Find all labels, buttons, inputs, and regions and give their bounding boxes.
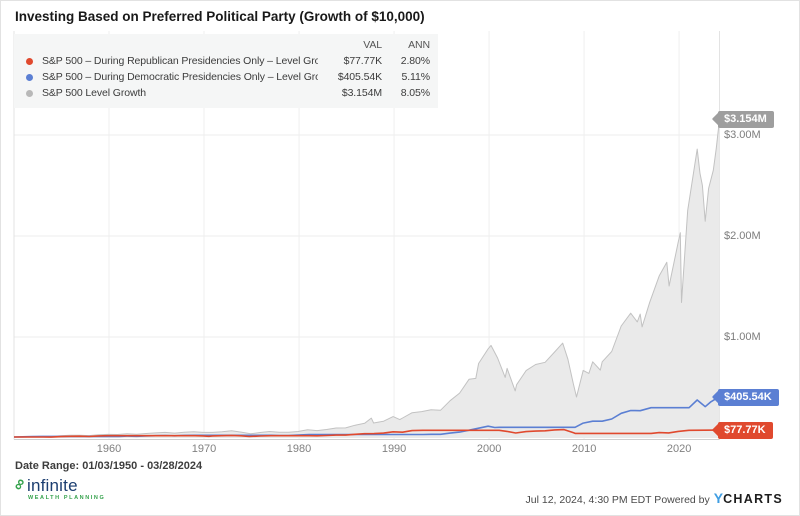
chart-title: Investing Based on Preferred Political P…	[15, 9, 425, 24]
value-tag-republican: $77.77K	[711, 421, 773, 439]
legend-ann: 8.05%	[400, 87, 430, 99]
series-line-s-p-500-level-growth	[13, 119, 720, 438]
series-dot-republican-icon	[26, 57, 33, 65]
series-dot-sp500-icon	[26, 89, 33, 97]
value-tag-sp500-level-growth: $3.154M	[711, 110, 774, 128]
x-axis-tick-label: 2020	[666, 443, 692, 455]
tag-value: $77.77K	[724, 423, 766, 436]
x-axis-tick-label: 1990	[381, 443, 407, 455]
x-axis-tick-label: 1970	[191, 443, 217, 455]
ycharts-logo-y: Y	[713, 490, 724, 506]
series-line-s-p-500-during-republican-presidencies-only-level-growth	[14, 428, 720, 438]
legend-row-democratic: S&P 500 – During Democratic Presidencies…	[26, 69, 430, 85]
x-axis-tick-label: 1960	[96, 443, 122, 455]
legend-label: S&P 500 Level Growth	[42, 87, 147, 99]
legend-val: $3.154M	[341, 87, 382, 99]
legend-label: S&P 500 – During Democratic Presidencies…	[42, 71, 318, 83]
ycharts-logo-text: CHARTS	[723, 492, 783, 506]
x-axis-tick-label: 2010	[571, 443, 597, 455]
y-axis-tick-label: $1.00M	[724, 331, 761, 343]
tag-value: $405.54K	[724, 390, 772, 403]
legend-dot-spacer	[26, 42, 33, 49]
infinite-wealth-planning-logo: ∞ infinite WEALTH PLANNING	[10, 475, 106, 502]
legend-header-row: VAL ANN	[26, 37, 430, 53]
powered-by-line: Jul 12, 2024, 4:30 PM EDT Powered by Y C…	[526, 490, 783, 506]
logo-subtitle: WEALTH PLANNING	[28, 495, 106, 501]
date-range-label: Date Range: 01/03/1950 - 03/28/2024	[15, 460, 203, 472]
legend-header-val: VAL	[363, 39, 382, 51]
tag-value: $3.154M	[724, 112, 767, 125]
legend-row-republican: S&P 500 – During Republican Presidencies…	[26, 53, 430, 69]
legend-ann: 5.11%	[401, 71, 431, 83]
legend-label: S&P 500 – During Republican Presidencies…	[42, 55, 318, 67]
legend-header-ann: ANN	[408, 39, 430, 51]
x-axis-tick-label: 1980	[286, 443, 312, 455]
legend-val: $77.77K	[343, 55, 383, 67]
legend-ann: 2.80%	[400, 55, 430, 67]
legend-val: $405.54K	[337, 71, 382, 83]
legend-row-sp500: S&P 500 Level Growth $3.154M 8.05%	[26, 85, 430, 101]
legend-box: VAL ANN S&P 500 – During Republican Pres…	[14, 34, 438, 108]
series-area-s-p-500-level-growth	[14, 119, 720, 439]
y-axis-tick-label: $3.00M	[724, 129, 761, 141]
logo-wordmark: infinite	[27, 476, 78, 495]
series-dot-democratic-icon	[26, 73, 33, 81]
x-axis-tick-label: 2000	[476, 443, 502, 455]
timestamp-label: Jul 12, 2024, 4:30 PM EDT Powered by	[525, 494, 710, 506]
value-tag-democratic: $405.54K	[711, 388, 779, 406]
y-axis-tick-label: $2.00M	[724, 230, 761, 242]
